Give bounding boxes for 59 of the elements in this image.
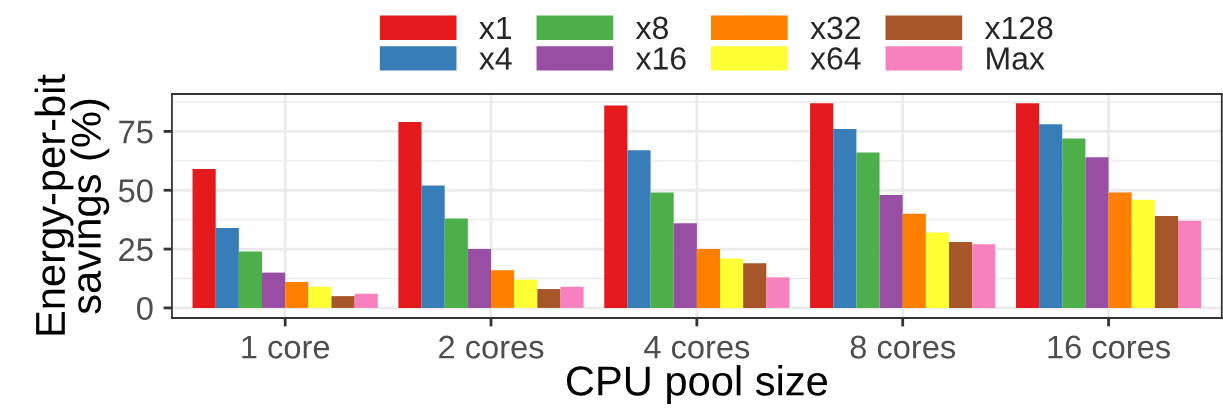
bar <box>1062 138 1086 308</box>
legend-label: x128 <box>984 16 1053 40</box>
bar <box>1085 157 1109 308</box>
bar <box>491 270 515 308</box>
bar <box>833 129 857 308</box>
legend-label: x16 <box>635 47 686 70</box>
bar <box>1108 192 1132 308</box>
legend-label: x32 <box>810 16 860 40</box>
bar <box>766 277 790 308</box>
bar <box>810 103 834 308</box>
bar <box>192 169 216 308</box>
bar <box>1039 124 1063 308</box>
bar <box>1131 199 1155 308</box>
bar <box>696 249 721 308</box>
bar <box>856 152 880 308</box>
bar <box>1154 216 1179 308</box>
bar <box>215 227 239 308</box>
bar <box>627 150 651 308</box>
legend-label: x1 <box>479 16 512 39</box>
x-tick-label: 4 cores <box>644 335 750 359</box>
bar <box>560 286 584 308</box>
legend-label: x64 <box>810 47 861 70</box>
bar <box>673 223 697 308</box>
bar <box>537 289 561 308</box>
bar <box>285 282 309 308</box>
bar <box>879 194 903 308</box>
x-axis-title: CPU pool size <box>566 365 828 404</box>
y-axis-title: Energy-per-bit savings (%) <box>34 74 110 335</box>
bar <box>421 185 445 308</box>
bar <box>650 192 674 308</box>
bar <box>1015 103 1040 308</box>
bar <box>444 218 468 308</box>
bar <box>354 293 378 308</box>
bar <box>331 296 355 308</box>
legend-label: x8 <box>635 16 668 40</box>
bar <box>398 122 422 308</box>
y-tick-label: 25 <box>119 238 153 262</box>
bar <box>720 258 744 308</box>
bar <box>925 232 950 308</box>
bar <box>972 244 996 308</box>
legend-label: x4 <box>479 47 512 70</box>
bar <box>514 279 538 308</box>
x-tick-label: 2 cores <box>439 335 544 359</box>
bar <box>902 213 926 308</box>
x-tick-label: 1 core <box>242 335 330 359</box>
y-tick-label: 75 <box>119 120 153 144</box>
bar <box>604 105 628 308</box>
bar <box>467 249 492 308</box>
x-tick-label: 8 cores <box>850 335 956 359</box>
bar <box>262 272 286 308</box>
y-tick-label: 50 <box>118 179 153 203</box>
bar <box>949 242 973 308</box>
legend-label: Max <box>987 47 1045 70</box>
bar <box>743 263 767 308</box>
bar <box>308 286 332 308</box>
y-tick-label: 0 <box>137 296 153 321</box>
x-tick-label: 16 cores <box>1048 335 1170 359</box>
bar <box>238 251 263 308</box>
bar <box>1178 220 1202 308</box>
